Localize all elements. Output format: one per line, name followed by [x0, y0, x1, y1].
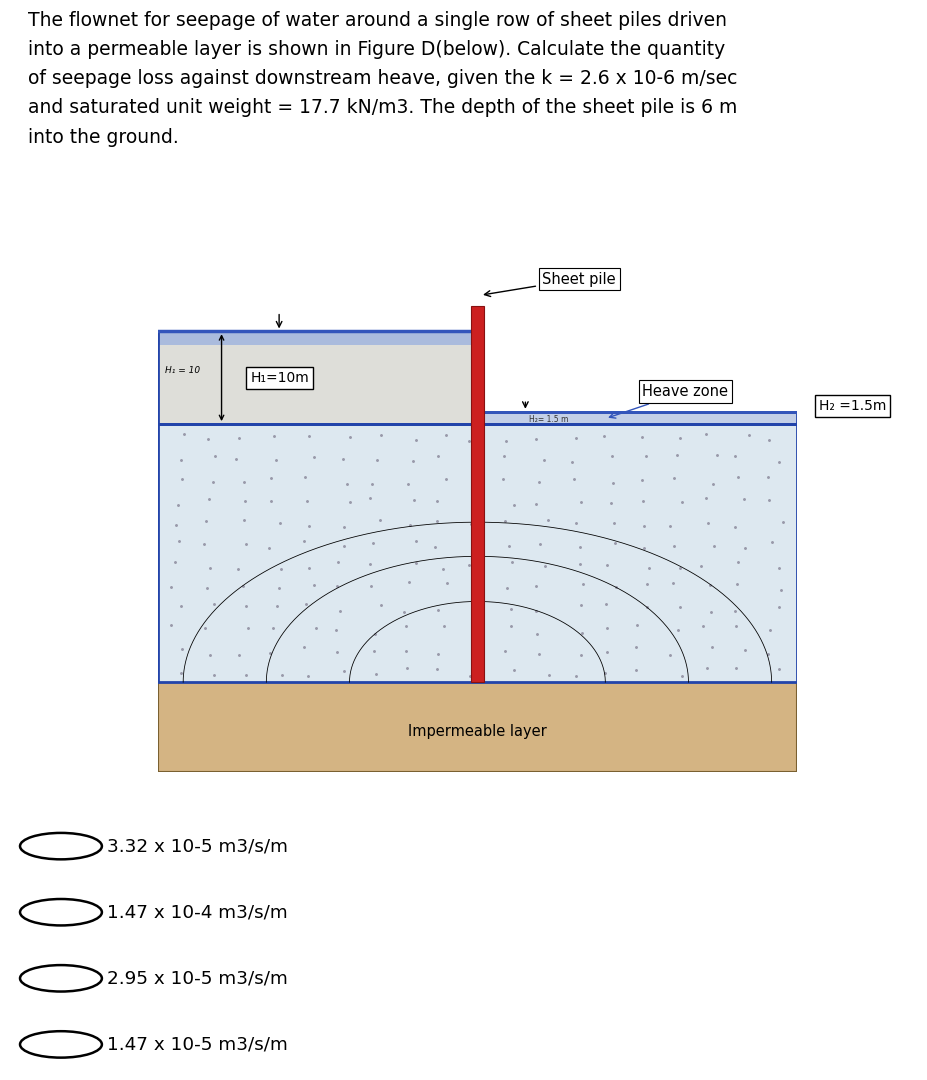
Text: Sheet pile: Sheet pile: [485, 271, 616, 297]
Bar: [158, 332, 477, 424]
Text: Heave zone: Heave zone: [609, 384, 729, 418]
Bar: [158, 332, 477, 424]
Bar: [158, 424, 797, 683]
Text: H₁ = 10: H₁ = 10: [165, 366, 200, 375]
Bar: [477, 411, 797, 424]
Text: 2.95 x 10-5 m3/s/m: 2.95 x 10-5 m3/s/m: [107, 970, 288, 987]
Text: H₂ =1.5m: H₂ =1.5m: [819, 400, 886, 414]
Text: 1.47 x 10-4 m3/s/m: 1.47 x 10-4 m3/s/m: [107, 903, 287, 921]
Text: Impermeable layer: Impermeable layer: [408, 725, 547, 740]
Text: 3.32 x 10-5 m3/s/m: 3.32 x 10-5 m3/s/m: [107, 837, 288, 855]
Bar: [477, 411, 797, 424]
Text: H₂= 1.5 m: H₂= 1.5 m: [528, 415, 568, 424]
Text: The flownet for seepage of water around a single row of sheet piles driven
into : The flownet for seepage of water around …: [28, 11, 737, 147]
Bar: [158, 683, 797, 772]
Text: H₁=10m: H₁=10m: [250, 370, 309, 384]
Bar: [471, 306, 484, 683]
Bar: [158, 332, 477, 346]
Text: 1.47 x 10-5 m3/s/m: 1.47 x 10-5 m3/s/m: [107, 1036, 288, 1053]
